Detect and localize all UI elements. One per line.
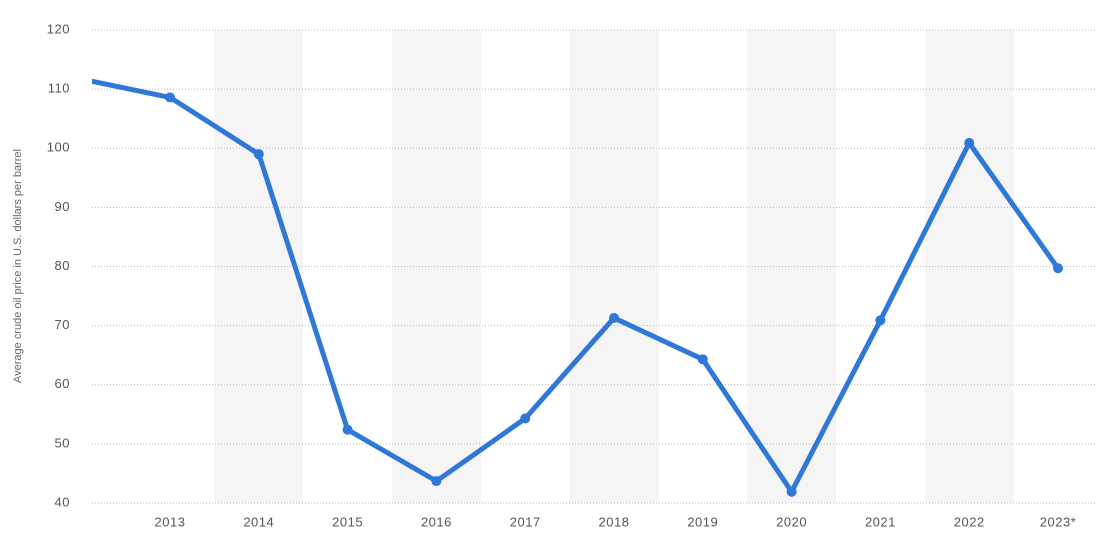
x-tick-label: 2018 — [599, 514, 630, 529]
point — [76, 74, 86, 84]
y-tick-label: 70 — [55, 317, 70, 332]
line — [92, 78, 1061, 495]
grid — [92, 29, 1095, 504]
x-tick-label: 2015 — [332, 514, 363, 529]
y-tick-label: 120 — [47, 21, 70, 36]
x-tick-label: 2014 — [243, 514, 274, 529]
point — [253, 149, 264, 160]
point — [520, 413, 531, 424]
y-tick-label: 60 — [55, 376, 70, 391]
x-tick-label: 2019 — [687, 514, 718, 529]
point — [964, 137, 975, 148]
x-tick-label: 2017 — [510, 514, 541, 529]
point — [342, 424, 353, 435]
point — [1053, 263, 1063, 274]
labels: 2013 2014 2015 2016 2017 2018 2019 2020 2021 2022… — [47, 21, 1076, 529]
y-tick-label: 50 — [55, 435, 70, 450]
x-tick-label: 2020 — [776, 514, 807, 529]
point — [697, 354, 708, 365]
y-tick-label: 80 — [55, 258, 70, 273]
x-tick-label: 2021 — [865, 514, 896, 529]
bands — [214, 30, 1014, 503]
y-tick-label: 110 — [48, 81, 70, 96]
x-tick-label: 2016 — [421, 514, 452, 529]
plot-area — [76, 74, 1063, 497]
point — [609, 312, 619, 323]
x-tick-label: 2023* — [1040, 514, 1076, 529]
y-tick-label: 90 — [55, 199, 70, 214]
x-tick-label: 2013 — [155, 514, 186, 529]
point — [165, 92, 175, 103]
band — [214, 30, 304, 503]
point — [875, 315, 886, 326]
point — [431, 476, 442, 487]
x-tick-label: 2022 — [954, 514, 985, 529]
y-tick-label: 100 — [47, 140, 70, 155]
y-axis-title: Average crude oil price in U.S. dollars … — [12, 149, 24, 383]
y-tick-label: 40 — [55, 494, 70, 509]
point — [786, 486, 797, 497]
band — [392, 30, 481, 503]
